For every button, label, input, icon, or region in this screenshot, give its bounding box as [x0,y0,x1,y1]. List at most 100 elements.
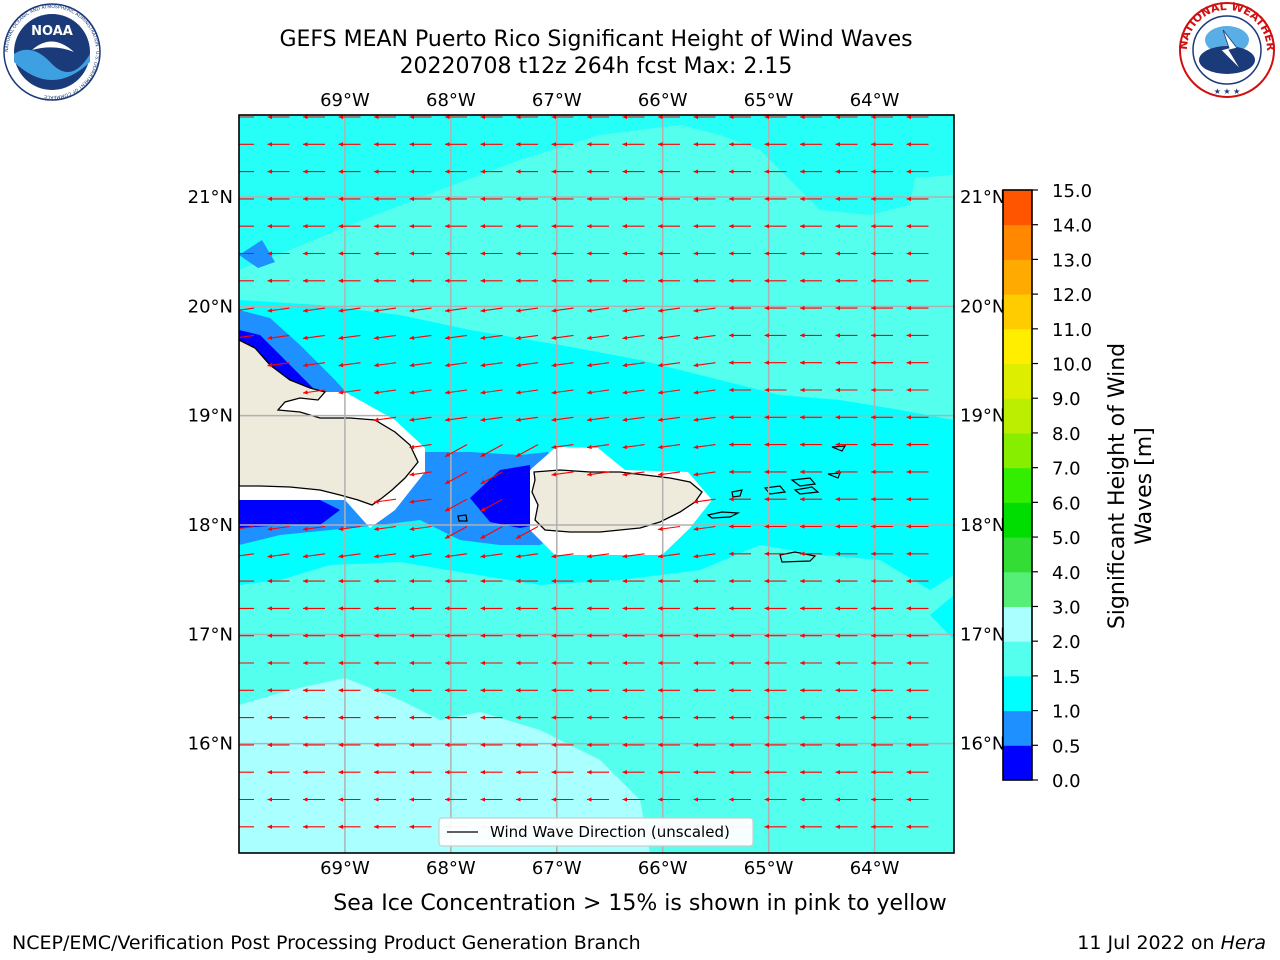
lat-tick-label-left: 20°N [188,296,233,317]
wind-arrow-head [800,742,805,748]
wind-arrow-head [693,142,699,147]
colorbar-tick-label: 11.0 [1052,320,1092,341]
chart-subtitle: 20220708 t12z 264h fcst Max: 2.15 [399,54,793,79]
land-puerto-rico [531,469,703,533]
wind-arrow-head [906,387,912,393]
wind-arrow-head [658,308,663,313]
wind-arrow-head [835,415,841,420]
wind-arrow-head [267,633,273,638]
colorbar-frame [1002,189,1033,781]
wind-arrow-head [622,224,628,229]
wind-arrow-head [551,335,557,340]
wind-arrow-head [232,606,237,610]
chart-title: GEFS MEAN Puerto Rico Significant Height… [279,27,913,52]
wind-arrow-head [835,305,841,311]
wind-arrow-head [871,551,876,556]
wind-arrow-head [551,308,557,313]
wind-arrow-head [374,196,379,202]
wind-arrow-head [729,660,734,666]
wind-arrow-head [551,115,557,120]
wind-arrow-head [587,472,592,477]
wind-arrow-head [729,688,734,693]
wind-arrow-head [622,633,628,638]
wind-arrow-head [764,415,770,420]
colorbar-label-line2: Waves [m] [1132,427,1157,544]
wind-arrow-head [480,479,486,484]
wind-arrow-head [267,688,273,693]
wind-arrow-head [587,224,592,229]
wind-arrow-head [764,824,770,829]
wind-arrow-head [409,770,415,775]
wind-arrow-head [232,770,237,774]
wind-arrow-head [729,387,734,393]
wind-arrow-head [871,415,876,420]
wind-arrow-head [764,278,770,283]
wind-arrow-head [800,770,805,775]
wind-arrow-head [267,224,273,229]
wind-arrow-head [516,688,521,693]
wind-arrow-head [871,196,876,202]
wind-arrow-head [480,362,486,368]
wind-arrow-head [480,196,486,202]
wind-arrow-head [871,633,876,638]
wind-arrow-head [374,688,379,693]
wind-arrow-head [906,524,912,529]
wind-arrow-head [445,251,450,256]
wind-arrow-head [729,251,734,256]
wind-arrow-head [658,578,663,584]
wind-arrow-head [338,115,344,120]
wind-arrow-head [587,390,592,395]
wind-arrow-head [551,715,557,720]
wind-arrow-head [409,444,415,450]
wind-arrow-head [374,251,379,256]
wind-arrow-head [409,688,415,693]
wind-arrow-head [445,554,450,559]
wind-arrow-head [693,417,699,422]
wind-arrow-head [729,633,734,638]
wind-arrow-head [800,278,805,283]
wind-arrow-head [658,417,663,422]
wind-arrow-head [658,715,663,720]
colorbar-tick-label: 3.0 [1052,597,1081,618]
colorbar-segment [1003,398,1032,434]
wind-arrow-head [480,534,486,539]
wind-arrow-head [906,633,912,638]
wind-arrow-head [587,606,592,611]
wind-arrow-head [587,554,592,559]
lat-tick-label-right: 21°N [960,187,1005,208]
wind-arrow-head [480,578,486,584]
wind-arrow-head [871,305,876,311]
wind-arrow-head [693,770,699,775]
wind-arrow-head [622,606,628,611]
wind-arrow-head [232,825,237,829]
wind-arrow-head [764,660,770,666]
wind-arrow-head [338,606,344,611]
wind-arrow-head [409,472,415,477]
colorbar-segment [1003,467,1032,503]
wind-arrow [239,307,255,311]
wind-arrow-head [622,169,628,174]
wind-arrow-head [622,417,628,422]
wind-arrow-head [587,770,592,775]
wind-arrow-head [338,224,344,229]
wind-arrow-head [303,578,308,584]
wind-arrow-head [835,387,841,393]
wind-arrow-head [267,606,273,611]
lon-tick-label-bottom: 66°W [638,858,688,879]
land-st-john [790,477,817,487]
colorbar-tick-label: 9.0 [1052,389,1081,410]
wind-arrow-head [551,742,557,748]
wind-arrow-head [551,444,557,450]
wind-arrow-head [409,715,415,720]
wind-arrow-head [445,534,450,539]
wind-arrow-head [729,169,734,174]
wind-arrow-head [409,196,415,202]
wind-arrow-head [906,742,912,748]
wind-arrow-head [267,115,273,120]
wind-arrow-head [800,524,805,529]
wind-arrow-head [267,824,273,829]
wind-arrow-head [338,251,344,256]
wind-arrow-head [835,497,841,502]
colorbar-tick-label: 4.0 [1052,563,1081,584]
wind-arrow-head [764,633,770,638]
